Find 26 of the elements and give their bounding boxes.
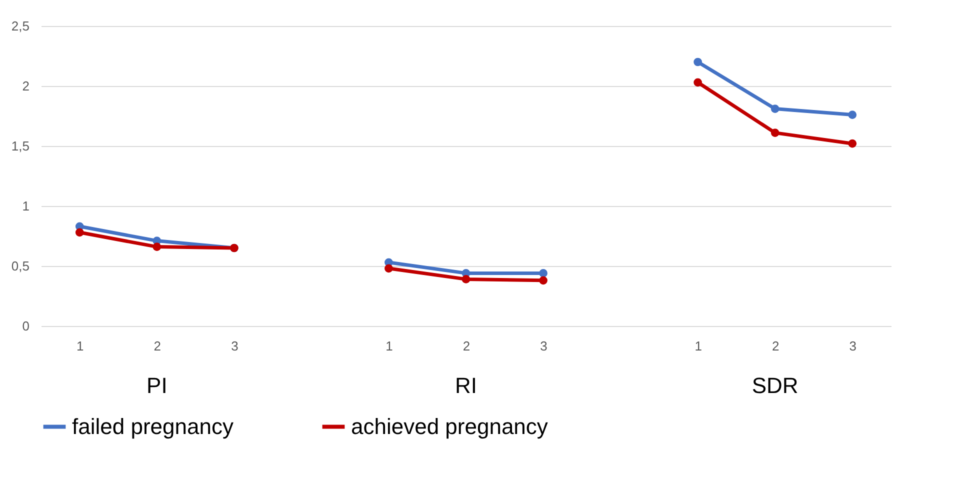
y-tick-label: 0,5	[11, 258, 30, 274]
legend-label: failed pregnancy	[72, 414, 234, 439]
point	[694, 78, 702, 87]
y-tick-label: 2	[22, 78, 30, 94]
x-tick-label: 1	[694, 338, 702, 354]
x-tick-label: 1	[386, 338, 393, 354]
x-tick-label: 3	[849, 338, 856, 354]
point	[770, 128, 780, 137]
y-tick-label: 1,5	[11, 138, 30, 154]
text: RI	[455, 373, 477, 398]
x-tick-label: 2	[154, 338, 162, 354]
point	[770, 104, 780, 113]
y-tick-label: 0	[22, 318, 30, 334]
y-tick-label: 2,5	[11, 18, 30, 34]
x-tick-label: 2	[462, 338, 470, 354]
text: SDR	[752, 373, 798, 398]
x-tick-label: 3	[231, 338, 238, 354]
x-tick-label: 1	[76, 338, 84, 354]
legend-label: achieved pregnancy	[351, 414, 548, 439]
text: PI	[146, 373, 168, 398]
point	[848, 139, 857, 148]
point	[848, 110, 857, 119]
x-tick-label: 3	[540, 338, 548, 354]
point	[694, 58, 702, 66]
y-tick-label: 1	[22, 198, 30, 214]
x-tick-label: 2	[772, 338, 780, 354]
